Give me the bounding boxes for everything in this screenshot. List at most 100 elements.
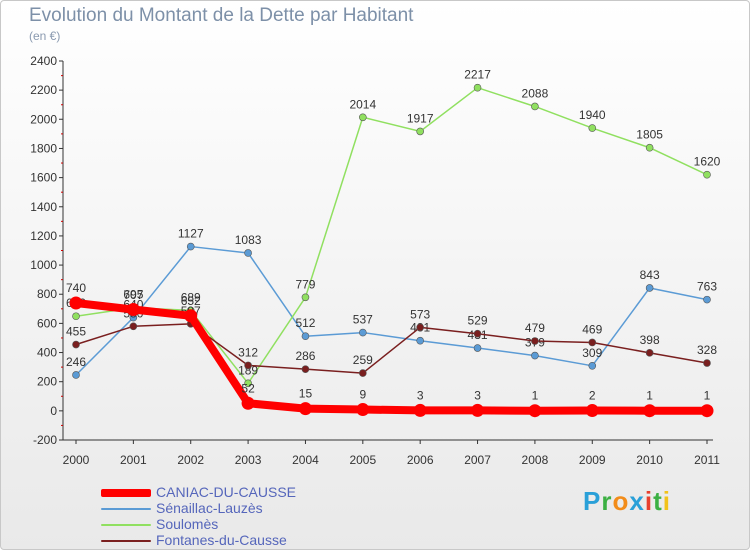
data-label: 189 [238, 363, 258, 377]
x-tick-label: 2004 [292, 453, 319, 467]
data-point [588, 124, 597, 132]
data-label: 740 [66, 281, 86, 295]
data-point [126, 303, 140, 317]
x-tick-label: 2011 [694, 453, 720, 467]
data-label: 537 [353, 313, 373, 327]
x-tick-label: 2006 [407, 453, 434, 467]
y-tick-label: 1200 [30, 229, 57, 243]
data-point [531, 102, 539, 111]
y-tick-label: 2200 [30, 83, 57, 97]
y-tick-label: 600 [37, 316, 57, 330]
data-label: 455 [66, 325, 86, 339]
legend-swatch [101, 508, 151, 510]
data-point [528, 404, 542, 418]
data-label: 246 [66, 355, 86, 369]
legend-label: Soulomès [156, 516, 219, 532]
data-label: 328 [697, 343, 717, 357]
legend-swatch [101, 540, 151, 542]
data-point [356, 403, 370, 417]
x-tick-label: 2003 [235, 453, 262, 467]
data-label: 652 [181, 294, 201, 308]
data-label: 1127 [178, 227, 204, 241]
data-point [244, 361, 252, 370]
data-label: 1083 [235, 233, 262, 247]
data-label: 695 [123, 288, 143, 302]
data-point [359, 113, 367, 122]
series-line-0 [75, 245, 708, 376]
data-label: 763 [697, 280, 717, 294]
data-point [645, 143, 654, 152]
y-tick-label: 800 [37, 287, 57, 301]
legend-label: CANIAC-DU-CAUSSE [156, 484, 297, 500]
data-label: 479 [525, 321, 545, 335]
x-tick-label: 2005 [349, 453, 376, 467]
data-label: 2088 [522, 86, 549, 100]
x-tick-label: 2001 [120, 453, 147, 467]
proxiti-logo: Proxiti [583, 486, 671, 516]
data-point [186, 242, 195, 251]
x-tick-label: 2002 [177, 453, 204, 467]
data-point [359, 328, 367, 337]
y-tick-label: 400 [37, 346, 57, 360]
data-label: 779 [295, 277, 315, 291]
y-tick-label: 200 [37, 375, 57, 389]
data-label: 512 [295, 316, 315, 330]
data-label: 312 [238, 345, 258, 359]
data-point [645, 284, 654, 292]
legend-label: Sénaillac-Lauzès [156, 500, 263, 516]
data-label: 1 [646, 389, 653, 403]
data-point [703, 359, 711, 367]
data-point [416, 323, 424, 332]
data-label: 309 [582, 346, 602, 360]
data-point [643, 404, 657, 418]
data-label: 2014 [349, 97, 376, 111]
chart-title: Evolution du Montant de la Dette par Hab… [29, 5, 414, 26]
y-tick-label: 1400 [30, 200, 57, 214]
y-tick-label: 0 [50, 404, 57, 418]
data-label: 2 [589, 389, 596, 403]
data-label: 3 [474, 388, 481, 402]
data-point [585, 404, 599, 418]
data-label: 1 [704, 389, 711, 403]
y-tick-label: -200 [33, 433, 57, 447]
data-label: 9 [359, 388, 366, 402]
x-tick-label: 2000 [63, 453, 90, 467]
data-point [588, 338, 597, 347]
data-point [72, 312, 80, 321]
x-tick-label: 2009 [579, 453, 606, 467]
data-point [72, 371, 80, 379]
data-point [244, 379, 252, 388]
data-point [588, 362, 597, 370]
legend-label: Fontanes-du-Causse [156, 532, 287, 548]
data-label: 398 [640, 333, 660, 347]
data-label: 707 [123, 288, 143, 302]
y-tick-label: 1800 [30, 141, 57, 155]
data-point [301, 293, 310, 302]
data-point [703, 295, 711, 304]
y-tick-label: 1600 [30, 171, 57, 185]
data-label: 1940 [579, 108, 606, 122]
data-label: 529 [468, 314, 488, 328]
data-point [413, 403, 427, 417]
y-tick-label: 1000 [30, 258, 57, 272]
data-label: 2217 [464, 68, 491, 82]
data-label: 259 [353, 353, 373, 367]
data-point [416, 127, 424, 136]
data-point [703, 170, 711, 179]
data-point [184, 309, 198, 323]
data-point [359, 369, 367, 377]
data-label: 1 [532, 389, 539, 403]
data-label: 52 [241, 381, 255, 395]
data-point [69, 296, 83, 310]
data-point [72, 340, 80, 349]
data-point [645, 349, 654, 357]
data-point [471, 403, 485, 417]
x-tick-label: 2008 [522, 453, 549, 467]
data-point [129, 322, 138, 331]
data-point [531, 337, 539, 345]
chart-subtitle: (en €) [29, 29, 61, 43]
data-label: 1805 [636, 128, 663, 142]
y-tick-label: 2000 [30, 112, 57, 126]
data-label: 15 [299, 387, 313, 401]
